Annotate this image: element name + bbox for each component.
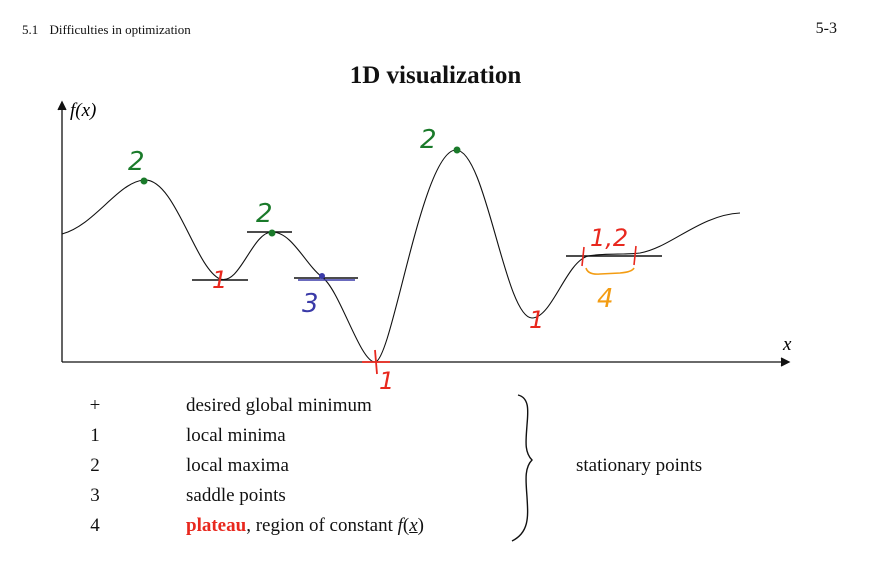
- section-number: 5.1: [22, 22, 39, 37]
- y-axis-arrow: [57, 100, 67, 111]
- legend-text: desired global minimum: [186, 395, 372, 416]
- label-global-min: 1: [379, 367, 394, 395]
- label-local-min-1: 1: [212, 266, 227, 294]
- saddle-dot: [319, 273, 325, 279]
- x-axis-arrow: [780, 357, 791, 367]
- legend-text-rest: , region of constant: [246, 515, 398, 536]
- global-min-cross: [362, 349, 390, 375]
- fx-close-paren: ): [417, 515, 424, 536]
- legend-symbol: 1: [90, 425, 100, 446]
- legend-symbol: 3: [90, 485, 100, 506]
- label-local-max-1: 2: [128, 147, 145, 177]
- legend-brace: [511, 394, 533, 542]
- plateau-tick-right: [633, 245, 637, 266]
- legend-text: local maxima: [186, 455, 289, 476]
- legend-symbol: +: [89, 395, 101, 416]
- plateau-brace: [585, 267, 635, 275]
- label-plateau-stationary: 1,2: [590, 224, 628, 252]
- label-local-max-3: 2: [420, 125, 437, 155]
- legend-symbol: 2: [90, 455, 100, 476]
- plateau-markers: [581, 245, 637, 267]
- label-saddle: 3: [302, 289, 319, 319]
- figure-title: 1D visualization: [349, 62, 522, 89]
- legend-text: local minima: [186, 425, 286, 446]
- label-local-max-2: 2: [256, 199, 273, 229]
- label-local-min-2: 1: [529, 306, 544, 334]
- max-dot-1: [140, 177, 148, 185]
- local-maxima-markers: [140, 146, 461, 237]
- fx-vector-x: x: [409, 515, 418, 536]
- running-header: 5.1 Difficulties in optimization: [22, 22, 191, 38]
- page-number: 5-3: [815, 20, 837, 37]
- axes: [57, 100, 791, 367]
- x-axis-label: x: [782, 334, 792, 355]
- label-plateau-number: 4: [597, 284, 614, 314]
- fx-open-paren: (: [402, 515, 410, 536]
- legend-text: plateau, region of constant f(x): [186, 515, 424, 537]
- legend-text: saddle points: [186, 485, 286, 506]
- section-title: Difficulties in optimization: [49, 22, 191, 37]
- stationary-points-label: stationary points: [576, 455, 703, 476]
- y-axis-label: f(x): [70, 100, 96, 121]
- max-dot-2: [268, 229, 276, 237]
- plateau-tick-left: [581, 246, 585, 267]
- legend-symbol: 4: [90, 515, 100, 536]
- max-dot-3: [453, 146, 461, 154]
- plateau-highlight: plateau: [186, 515, 247, 536]
- fx-symbol: f: [397, 515, 403, 536]
